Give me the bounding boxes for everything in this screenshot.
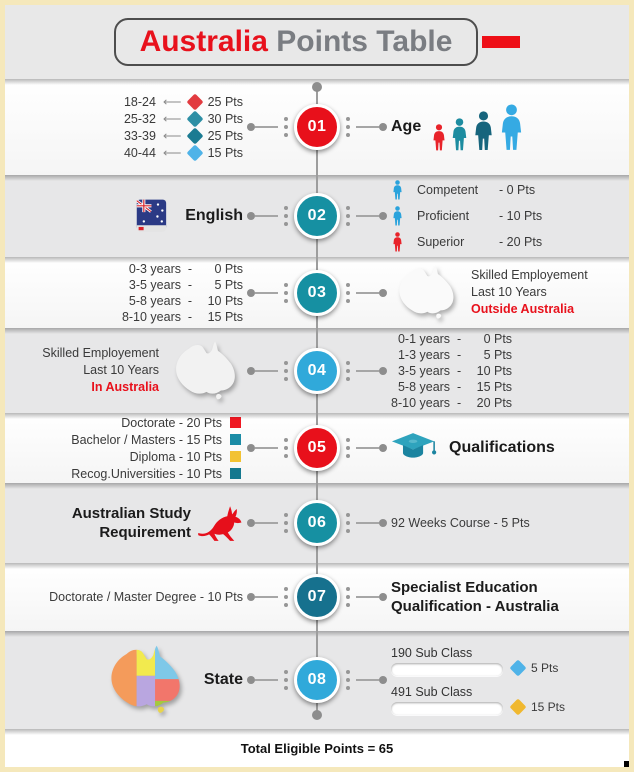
timeline-node-04: 04	[247, 347, 387, 394]
subclass-491: 491 Sub Class 15 Pts	[391, 684, 566, 715]
person-icon	[433, 123, 445, 150]
left-arrow-icon: ⟵	[162, 145, 182, 160]
row-01-age: 18-24 ⟵ 25 Pts 25-32 ⟵ 30 Pts 33-39 ⟵ 25 Pts 4…	[5, 79, 629, 175]
step-circle-08: 08	[294, 657, 340, 703]
row-05-qualifications: Doctorate - 20 Pts Bachelor / Masters - …	[5, 413, 629, 483]
timeline-bottom-dot	[312, 710, 322, 720]
diamond-icon	[509, 698, 527, 715]
kangaroo-icon	[198, 506, 242, 541]
people-group-icon	[431, 103, 525, 151]
person-icon	[393, 232, 402, 252]
english-label: English	[185, 207, 243, 224]
australia-map-icon	[399, 265, 454, 319]
study-requirement-label: Australian Study Requirement	[71, 504, 191, 542]
total-points-text: Total Eligible Points = 65	[240, 740, 394, 756]
legend-square-icon	[230, 468, 241, 479]
english-levels-list: Competent - 0 Pts Proficient - 10 Pts Supe…	[391, 180, 542, 252]
connector-bullet	[247, 123, 255, 131]
row-07-specialist-education: Doctorate / Master Degree - 10 Pts 07 Sp…	[5, 563, 629, 631]
row-04-employment-in-australia: Skilled Employement Last 10 Years In Aus…	[5, 328, 629, 413]
step-circle-01: 01	[294, 104, 340, 150]
left-arrow-icon: ⟵	[162, 111, 182, 126]
step-circle-07: 07	[294, 574, 340, 620]
diamond-icon	[186, 93, 204, 110]
subclass-190: 190 Sub Class 5 Pts	[391, 645, 559, 676]
timeline-node-08: 08	[247, 657, 387, 703]
timeline-node-07: 07	[247, 574, 387, 620]
step-circle-03: 03	[294, 269, 340, 316]
timeline-top-dot	[312, 82, 322, 92]
title-dash-decoration	[482, 36, 521, 48]
employment-outside-caption: Skilled Employement Last 10 Years Outsid…	[471, 268, 588, 316]
step-circle-05: 05	[294, 425, 340, 471]
age-label: Age	[391, 118, 422, 135]
row-03-employment-outside: 0-3 years -0 Pts 3-5 years -5 Pts 5-8 year…	[5, 257, 629, 328]
row-06-study-requirement: Australian Study Requirement 06 92 Weeks…	[5, 483, 629, 563]
person-icon	[393, 180, 402, 200]
footer: Total Eligible Points = 65	[5, 729, 629, 767]
timeline-node-02: 02	[247, 193, 387, 239]
subclass-bars: 190 Sub Class 5 Pts 491 Sub Class 15 Pts	[391, 646, 565, 715]
left-arrow-icon: ⟵	[162, 128, 182, 143]
english-book-icon	[136, 199, 167, 232]
diamond-icon	[186, 127, 204, 144]
age-points-list: 18-24 ⟵ 25 Pts 25-32 ⟵ 30 Pts 33-39 ⟵ 25 Pts 4…	[123, 93, 243, 161]
legend-square-icon	[230, 434, 241, 445]
progress-bar	[391, 701, 503, 715]
diamond-icon	[509, 659, 527, 676]
timeline: 18-24 ⟵ 25 Pts 25-32 ⟵ 30 Pts 33-39 ⟵ 25 Pts 4…	[5, 79, 629, 729]
title-band: Australia Points Table	[5, 5, 629, 79]
australia-states-map-icon	[111, 645, 180, 713]
diamond-icon	[186, 110, 204, 127]
title-highlight: Australia	[139, 25, 268, 58]
timeline-node-06: 06	[247, 500, 387, 546]
qualifications-list: Doctorate - 20 Pts Bachelor / Masters - …	[71, 416, 243, 481]
australia-map-icon	[176, 340, 235, 399]
left-arrow-icon: ⟵	[162, 94, 182, 109]
person-icon	[452, 117, 467, 150]
person-icon	[393, 206, 402, 226]
person-icon	[502, 103, 522, 150]
years-points-list: 0-3 years -0 Pts 3-5 years -5 Pts 5-8 year…	[121, 261, 243, 324]
row-02-english: English 02 Competent - 0 Pts Proficient - …	[5, 175, 629, 257]
study-points-text: 92 Weeks Course - 5 Pts	[391, 516, 530, 530]
years-points-list: 0-1 years -0 Pts 1-3 years -5 Pts 3-5 year…	[391, 331, 513, 410]
timeline-node-03: 03	[247, 269, 387, 316]
step-circle-06: 06	[294, 500, 340, 546]
diamond-icon	[186, 144, 204, 161]
timeline-node-01: 01	[247, 104, 387, 150]
specialist-points-text: Doctorate / Master Degree - 10 Pts	[49, 590, 243, 604]
progress-bar	[391, 662, 503, 676]
page-title: Australia Points Table	[113, 18, 479, 66]
connector-bullet	[379, 123, 387, 131]
legend-square-icon	[230, 451, 241, 462]
timeline-node-05: 05	[247, 425, 387, 471]
title-rest: Points Table	[267, 25, 453, 58]
state-label: State	[203, 671, 243, 688]
qualifications-label: Qualifications	[449, 439, 555, 456]
step-circle-02: 02	[294, 193, 340, 239]
corner-mark	[624, 761, 629, 767]
legend-square-icon	[230, 417, 241, 428]
person-icon	[475, 110, 492, 150]
step-circle-04: 04	[294, 347, 340, 394]
specialist-education-label: Specialist Education Qualification - Aus…	[391, 578, 559, 616]
employment-in-caption: Skilled Employement Last 10 Years In Aus…	[42, 346, 159, 394]
graduation-cap-icon	[391, 432, 437, 458]
row-08-state: State 08 190 Sub Class 5 Pts	[5, 631, 629, 729]
